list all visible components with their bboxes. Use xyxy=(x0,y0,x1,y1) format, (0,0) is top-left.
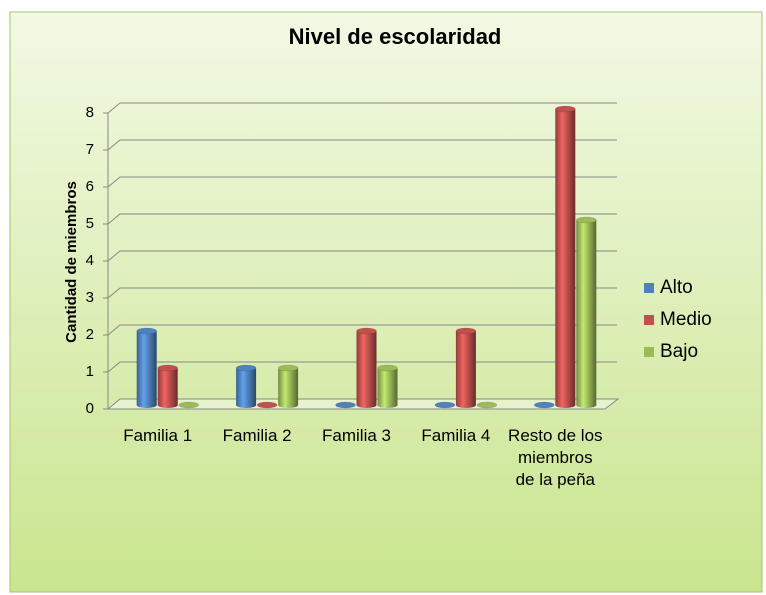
bar-top xyxy=(377,364,398,372)
x-tick-label: Familia 4 xyxy=(421,426,491,445)
legend-label: Bajo xyxy=(660,341,698,362)
bar-body xyxy=(157,368,178,405)
y-tick-label: 8 xyxy=(86,104,94,121)
grid-line xyxy=(107,139,617,151)
background xyxy=(9,11,763,593)
bar-body xyxy=(576,220,597,405)
y-tick-label: 6 xyxy=(86,178,94,195)
bar-top xyxy=(555,105,576,113)
grid-line xyxy=(107,361,617,373)
bar-top xyxy=(576,216,597,224)
bar-top xyxy=(476,401,498,409)
chart-title: Nivel de escolaridad xyxy=(289,24,502,49)
bar-top xyxy=(356,327,377,335)
bar-body xyxy=(377,368,398,405)
x-tick-label: Resto de los miembros de la peña xyxy=(508,426,603,489)
bar-bottom xyxy=(356,402,377,408)
legend-label: Medio xyxy=(660,309,712,330)
y-tick-label: 2 xyxy=(86,326,94,343)
bar xyxy=(576,216,597,408)
bar-top xyxy=(455,327,477,335)
bar-bottom xyxy=(136,402,157,408)
grid-line xyxy=(107,287,617,299)
bar-body xyxy=(236,368,257,405)
grid-line xyxy=(107,324,617,336)
bar-bottom xyxy=(377,402,398,408)
y-tick-label: 7 xyxy=(86,141,94,158)
y-tick-label: 5 xyxy=(86,215,94,232)
bar-body xyxy=(455,331,476,405)
y-tick-label: 3 xyxy=(86,289,94,306)
y-tick-label: 0 xyxy=(86,400,94,417)
bar-bottom xyxy=(555,402,576,408)
bar-top xyxy=(534,401,555,409)
bar-bottom xyxy=(576,402,597,408)
bar xyxy=(335,401,356,409)
grid-line xyxy=(107,250,617,262)
legend-swatch xyxy=(644,315,654,325)
bar xyxy=(455,327,477,408)
bar-top xyxy=(157,364,178,372)
y-tick-label: 1 xyxy=(86,363,94,380)
bar-top xyxy=(235,364,257,372)
bar xyxy=(178,401,199,409)
grid-line xyxy=(107,176,617,188)
bar-top xyxy=(335,401,356,409)
bar-top xyxy=(256,401,278,409)
bar-body xyxy=(555,109,576,405)
grid-line xyxy=(107,102,617,114)
bar xyxy=(476,401,498,409)
bar-top xyxy=(434,401,456,409)
bar-top xyxy=(136,327,157,335)
bar xyxy=(377,364,398,408)
x-tick-label: Familia 1 xyxy=(123,426,193,445)
bar-bottom xyxy=(278,402,299,408)
legend-swatch xyxy=(644,283,654,293)
bar xyxy=(136,327,157,408)
bar-top xyxy=(277,364,299,372)
bar xyxy=(256,401,278,409)
legend-swatch xyxy=(644,347,654,357)
bar-bottom xyxy=(157,402,178,408)
grid-line xyxy=(107,213,617,225)
bar-body xyxy=(278,368,299,405)
y-tick-label: 4 xyxy=(86,252,94,269)
y-axis-title: Cantidad de miembros xyxy=(63,181,80,343)
bar xyxy=(555,105,576,408)
x-tick-label: Familia 2 xyxy=(222,426,292,445)
bar xyxy=(157,364,178,408)
bar xyxy=(277,364,299,408)
bar-top xyxy=(178,401,199,409)
bar-body xyxy=(136,331,157,405)
bar-body xyxy=(356,331,377,405)
bar xyxy=(356,327,377,408)
bar xyxy=(534,401,555,409)
bar xyxy=(434,401,456,409)
bar-bottom xyxy=(455,402,476,408)
bar-bottom xyxy=(236,402,257,408)
legend-label: Alto xyxy=(660,277,693,298)
x-tick-label: Familia 3 xyxy=(322,426,391,445)
bar xyxy=(235,364,257,408)
